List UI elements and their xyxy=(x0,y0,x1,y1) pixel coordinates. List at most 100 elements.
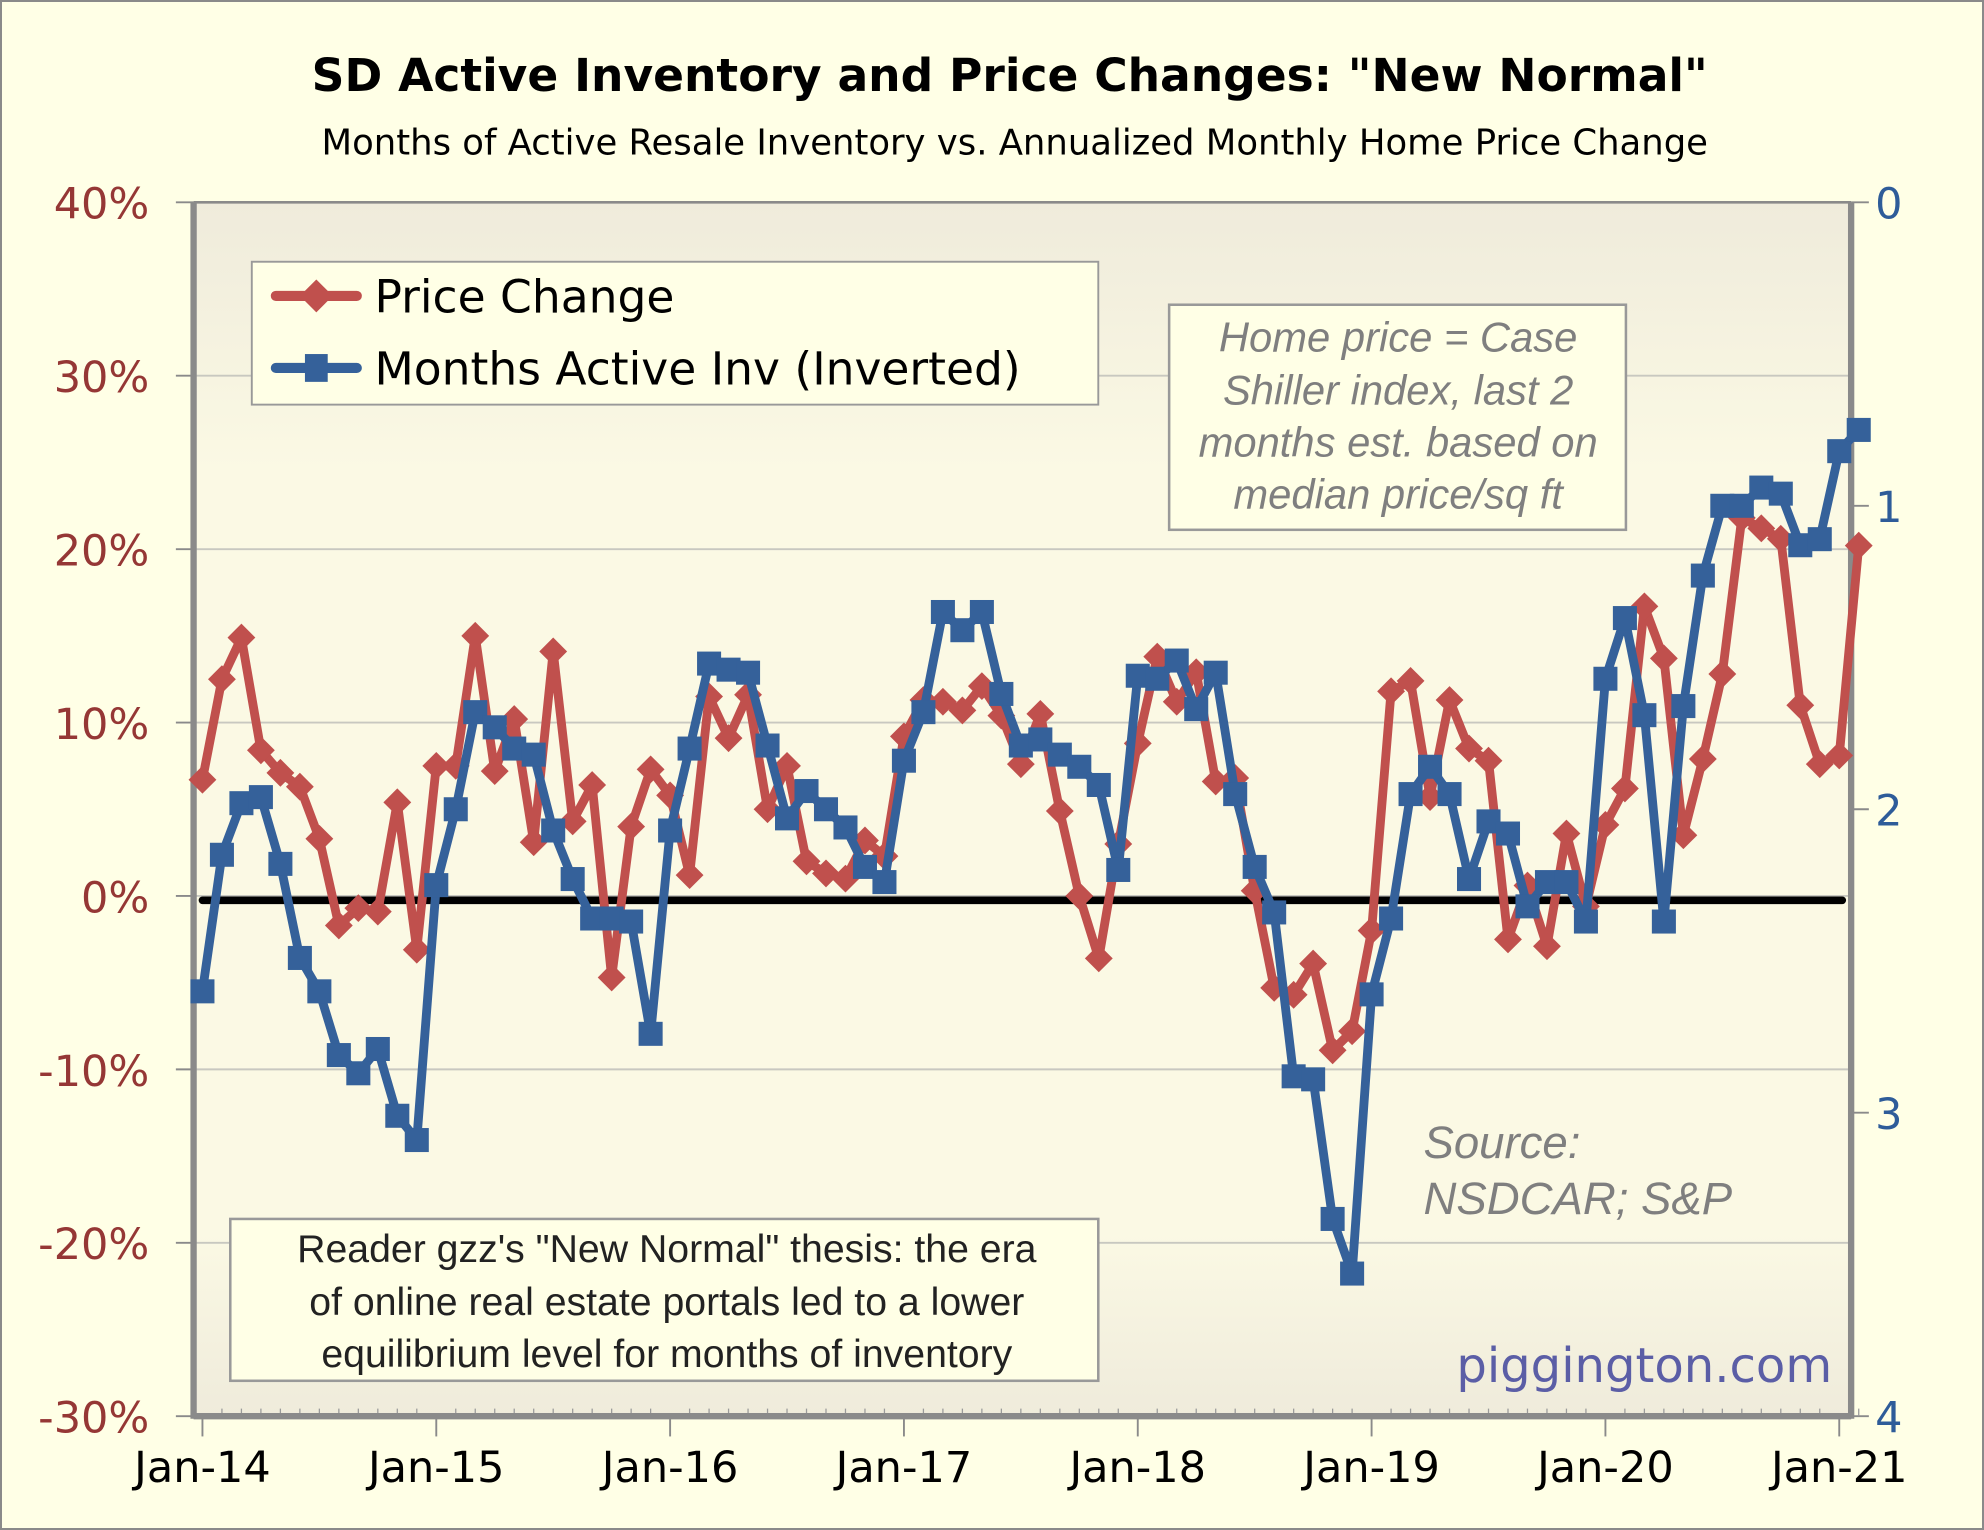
x-tick-label: Jan-16 xyxy=(599,1443,739,1493)
inventory-point xyxy=(872,870,897,895)
price-change-point xyxy=(967,672,996,701)
right-tick-label: 0 xyxy=(1875,180,1902,230)
note-line: median price/sq ft xyxy=(1233,470,1565,517)
inventory-point xyxy=(521,742,546,767)
legend-item-months-inventory[interactable]: Months Active Inv (Inverted) xyxy=(270,342,1021,395)
price-change-point xyxy=(1143,642,1172,671)
price-change-point xyxy=(1435,686,1464,714)
inventory-point xyxy=(1242,854,1267,879)
note-line: months est. based on xyxy=(1199,418,1598,465)
inventory-point xyxy=(1632,703,1657,728)
inventory-point xyxy=(1398,782,1423,807)
inventory-point xyxy=(1573,909,1598,934)
inventory-point xyxy=(1359,982,1384,1007)
inventory-point xyxy=(775,806,800,831)
left-axis-labels: 40% 30% 20% 10% 0% -10% -20% -30% xyxy=(38,180,149,1444)
price-change-point xyxy=(1318,1036,1347,1065)
x-tick-label: Jan-20 xyxy=(1534,1443,1674,1493)
price-change-point xyxy=(831,864,860,893)
price-change-point xyxy=(714,724,743,753)
price-change-point xyxy=(1805,750,1834,779)
price-change-point xyxy=(1610,774,1639,803)
series-layer xyxy=(188,417,1873,1286)
inventory-point xyxy=(541,818,566,843)
inventory-point xyxy=(1846,417,1871,442)
left-tick-label: 10% xyxy=(54,700,150,750)
price-change-point xyxy=(324,911,353,940)
inventory-point xyxy=(1203,660,1228,685)
inventory-point xyxy=(1671,694,1696,719)
inventory-point xyxy=(404,1128,429,1153)
price-change-point xyxy=(1533,932,1561,961)
note-line: Home price = Case xyxy=(1219,314,1577,361)
inventory-point xyxy=(619,909,644,934)
inventory-point xyxy=(307,979,332,1004)
inventory-point xyxy=(1807,527,1832,552)
legend-item-price-change[interactable]: Price Change xyxy=(270,270,675,323)
inventory-point xyxy=(209,842,234,867)
price-change-point xyxy=(1357,916,1386,945)
right-tick-label: 2 xyxy=(1875,787,1902,837)
price-change-point xyxy=(246,736,275,765)
left-tick-label: 0% xyxy=(81,873,149,923)
price-change-point xyxy=(675,861,704,890)
source-annotation: Source: NSDCAR; S&P xyxy=(1423,1117,1732,1224)
inventory-point xyxy=(1164,648,1189,673)
price-change-point xyxy=(344,894,373,923)
inventory-point xyxy=(1515,894,1540,919)
brand-watermark: piggington.com xyxy=(1456,1338,1832,1394)
inventory-point xyxy=(482,715,507,740)
price-change-point xyxy=(383,788,412,817)
thesis-line: Reader gzz's "New Normal" thesis: the er… xyxy=(297,1228,1037,1271)
right-axis-labels: 0 1 2 3 4 xyxy=(1875,180,1902,1444)
x-axis-labels: Jan-14 Jan-15 Jan-16 Jan-17 Jan-18 Jan-19 Jan-… xyxy=(131,1443,1907,1493)
price-change-point xyxy=(1688,745,1717,773)
price-change-point xyxy=(792,847,821,876)
price-change-point xyxy=(285,772,314,801)
inventory-point xyxy=(1301,1067,1326,1092)
price-change-point xyxy=(928,687,957,716)
inventory-point xyxy=(1262,900,1287,925)
thesis-box xyxy=(229,1217,1100,1383)
thesis-line: equilibrium level for months of inventor… xyxy=(321,1333,1012,1376)
price-change-point xyxy=(1494,925,1522,954)
inventory-point xyxy=(1768,481,1793,506)
inventory-point xyxy=(1690,563,1715,588)
note-box xyxy=(1167,303,1628,532)
x-tick-label: Jan-21 xyxy=(1768,1443,1908,1493)
inventory-point xyxy=(1593,666,1618,691)
thesis-line: of online real estate portals led to a l… xyxy=(309,1281,1024,1324)
price-change-point xyxy=(1474,746,1503,775)
inventory-point xyxy=(1495,821,1521,846)
inventory-point xyxy=(833,815,858,840)
inventory-point xyxy=(1612,606,1637,631)
x-tick-label: Jan-15 xyxy=(365,1443,505,1493)
inventory-point xyxy=(1827,439,1852,464)
inventory-point xyxy=(443,797,468,822)
price-change-point xyxy=(1377,677,1405,706)
inventory-point xyxy=(1086,772,1111,797)
thesis-annotation: Reader gzz's "New Normal" thesis: the er… xyxy=(229,1217,1100,1383)
price-change-point xyxy=(1747,514,1776,543)
inventory-point xyxy=(1418,754,1443,779)
inventory-point xyxy=(190,979,215,1004)
price-change-point xyxy=(1162,687,1191,716)
left-tick-label: -10% xyxy=(38,1047,149,1097)
inventory-point xyxy=(1651,909,1676,934)
price-change-point xyxy=(188,765,217,794)
note-line: Shiller index, last 2 xyxy=(1223,367,1573,414)
left-tick-label: 30% xyxy=(54,353,150,403)
price-change-point xyxy=(1552,819,1581,848)
price-change-point xyxy=(1396,667,1425,695)
right-tick-label: 3 xyxy=(1875,1090,1902,1140)
price-change-point xyxy=(558,807,587,836)
left-tick-label: 20% xyxy=(54,527,150,577)
inventory-point xyxy=(385,1103,410,1128)
inventory-point xyxy=(969,599,994,625)
methodology-note: Home price = Case Shiller index, last 2 … xyxy=(1167,303,1628,532)
price-change-point xyxy=(1766,524,1795,553)
inventory-series xyxy=(190,417,1871,1286)
price-change-point xyxy=(1708,660,1737,688)
inventory-point xyxy=(346,1061,371,1086)
